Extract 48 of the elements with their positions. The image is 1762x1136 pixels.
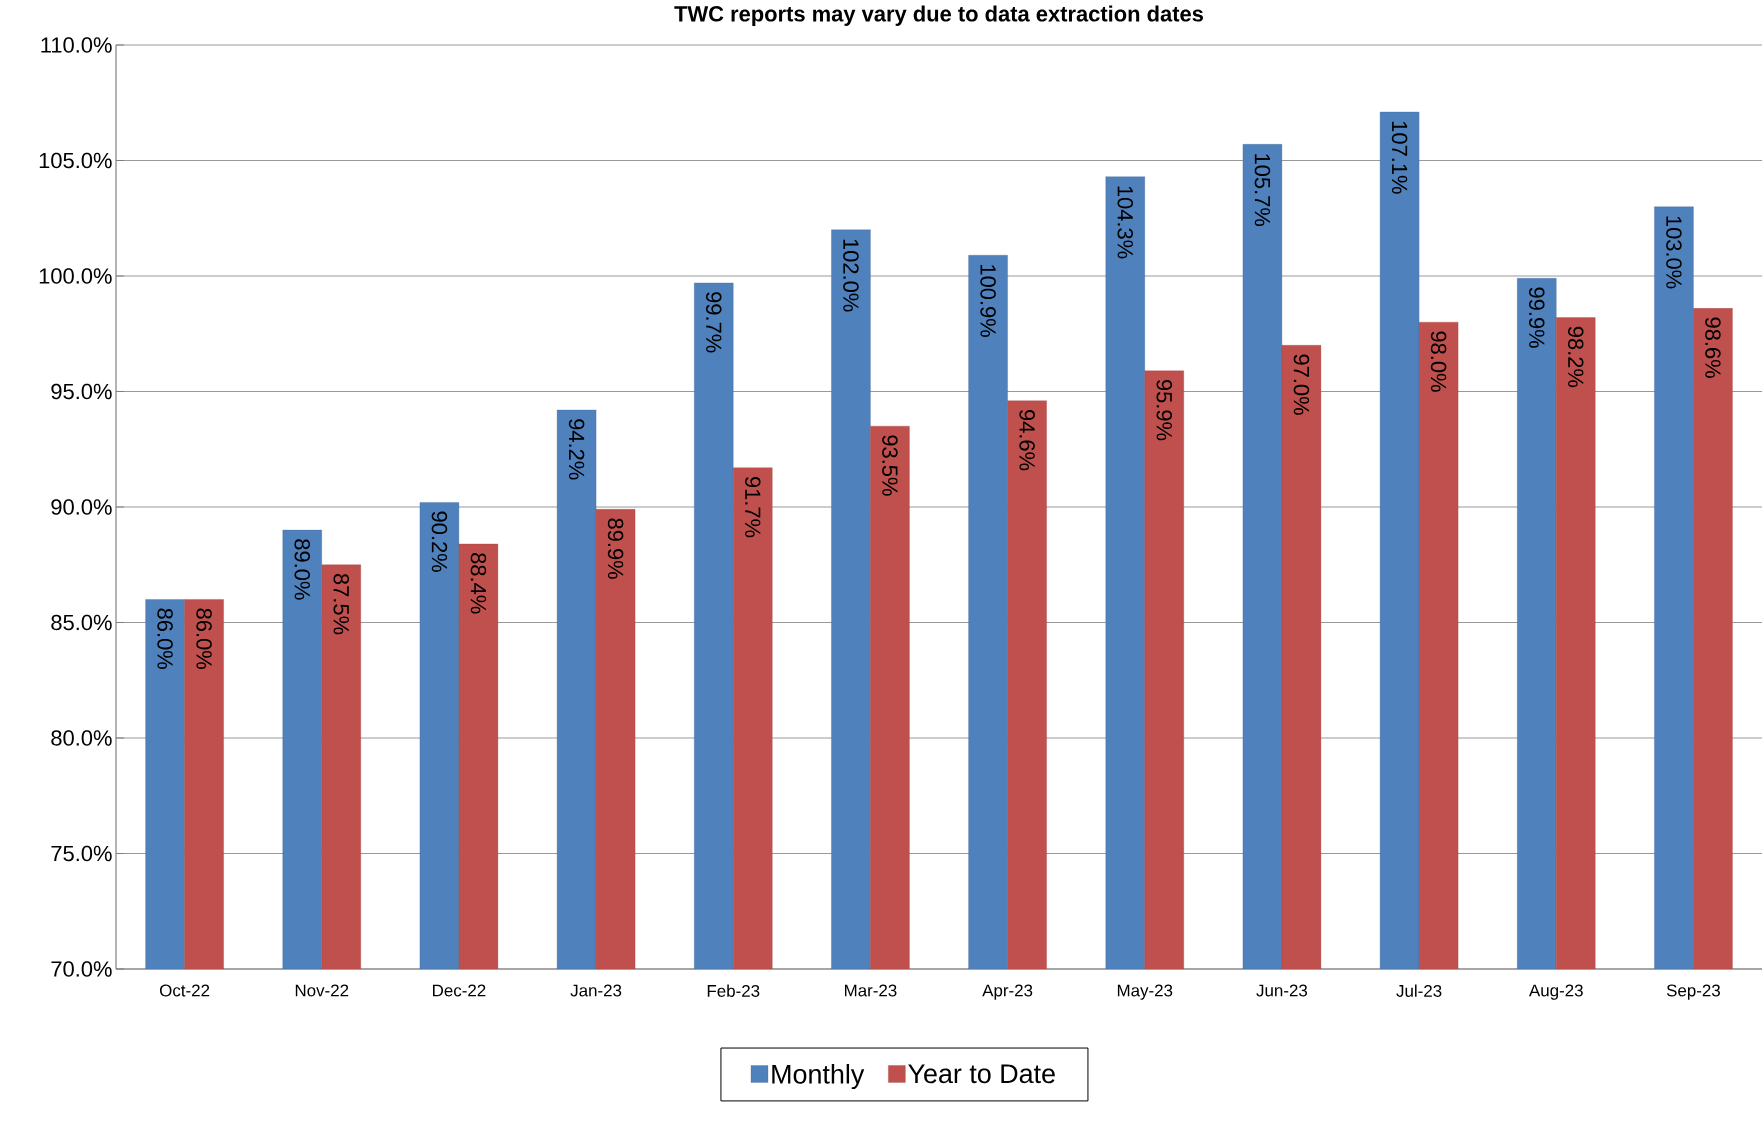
x-tick-label: Mar-23 [844, 984, 897, 997]
y-tick-label: 70.0% [51, 961, 112, 977]
x-tick-label: Jan-23 [570, 984, 622, 997]
data-label: 89.0% [294, 539, 311, 600]
x-tick-label: Aug-23 [1528, 984, 1583, 1000]
data-label: 99.7% [705, 292, 722, 353]
data-label: 86.0% [157, 608, 173, 669]
data-label: 102.0% [843, 239, 859, 312]
data-label: 86.0% [196, 608, 212, 669]
y-tick-label: 95.0% [51, 383, 112, 400]
data-label: 91.7% [744, 476, 761, 538]
legend-label: Monthly [772, 1063, 865, 1090]
data-label: 99.9% [1529, 287, 1545, 348]
data-label: 98.6% [1705, 317, 1721, 378]
data-label: 94.6% [1019, 409, 1035, 471]
data-label: 89.9% [607, 518, 624, 579]
data-label: 98.2% [1568, 326, 1584, 388]
data-label: 105.7% [1254, 154, 1271, 227]
data-label: 95.9% [1156, 379, 1173, 441]
y-tick-label: 85.0% [51, 614, 112, 631]
x-tick-label: Feb-23 [707, 984, 760, 997]
legend-label: Year to Date [908, 1064, 1055, 1084]
y-tick-label: 100.0% [39, 268, 112, 284]
data-label: 97.0% [1293, 354, 1310, 415]
x-tick-label: May-23 [1117, 984, 1173, 1000]
y-tick-label: 75.0% [51, 845, 112, 862]
data-label: 98.0% [1430, 331, 1447, 392]
y-tick-label: 110.0% [41, 37, 112, 53]
data-label: 90.2% [431, 511, 448, 572]
y-tick-label: 105.0% [39, 152, 112, 169]
data-label: 94.2% [568, 419, 585, 480]
x-tick-label: Nov-22 [295, 984, 349, 997]
data-label: 88.4% [470, 553, 487, 614]
x-tick-label: Apr-23 [982, 984, 1033, 1000]
data-label: 93.5% [882, 435, 898, 496]
data-label: 87.5% [333, 573, 350, 635]
data-label: 103.0% [1666, 216, 1682, 289]
data-label: 100.9% [980, 265, 996, 337]
x-tick-label: Jul-23 [1396, 984, 1442, 997]
y-tick-label: 90.0% [51, 499, 112, 515]
x-tick-label: Sep-23 [1666, 984, 1720, 1000]
x-tick-label: Jun-23 [1256, 984, 1308, 997]
data-label: 107.1% [1391, 121, 1408, 194]
x-tick-label: Oct-22 [159, 984, 210, 997]
data-label: 104.3% [1117, 186, 1134, 259]
x-tick-label: Dec-22 [433, 984, 486, 997]
y-tick-label: 80.0% [51, 730, 112, 746]
chart-title: TWC reports may vary due to data extraction dates [674, 5, 1203, 26]
